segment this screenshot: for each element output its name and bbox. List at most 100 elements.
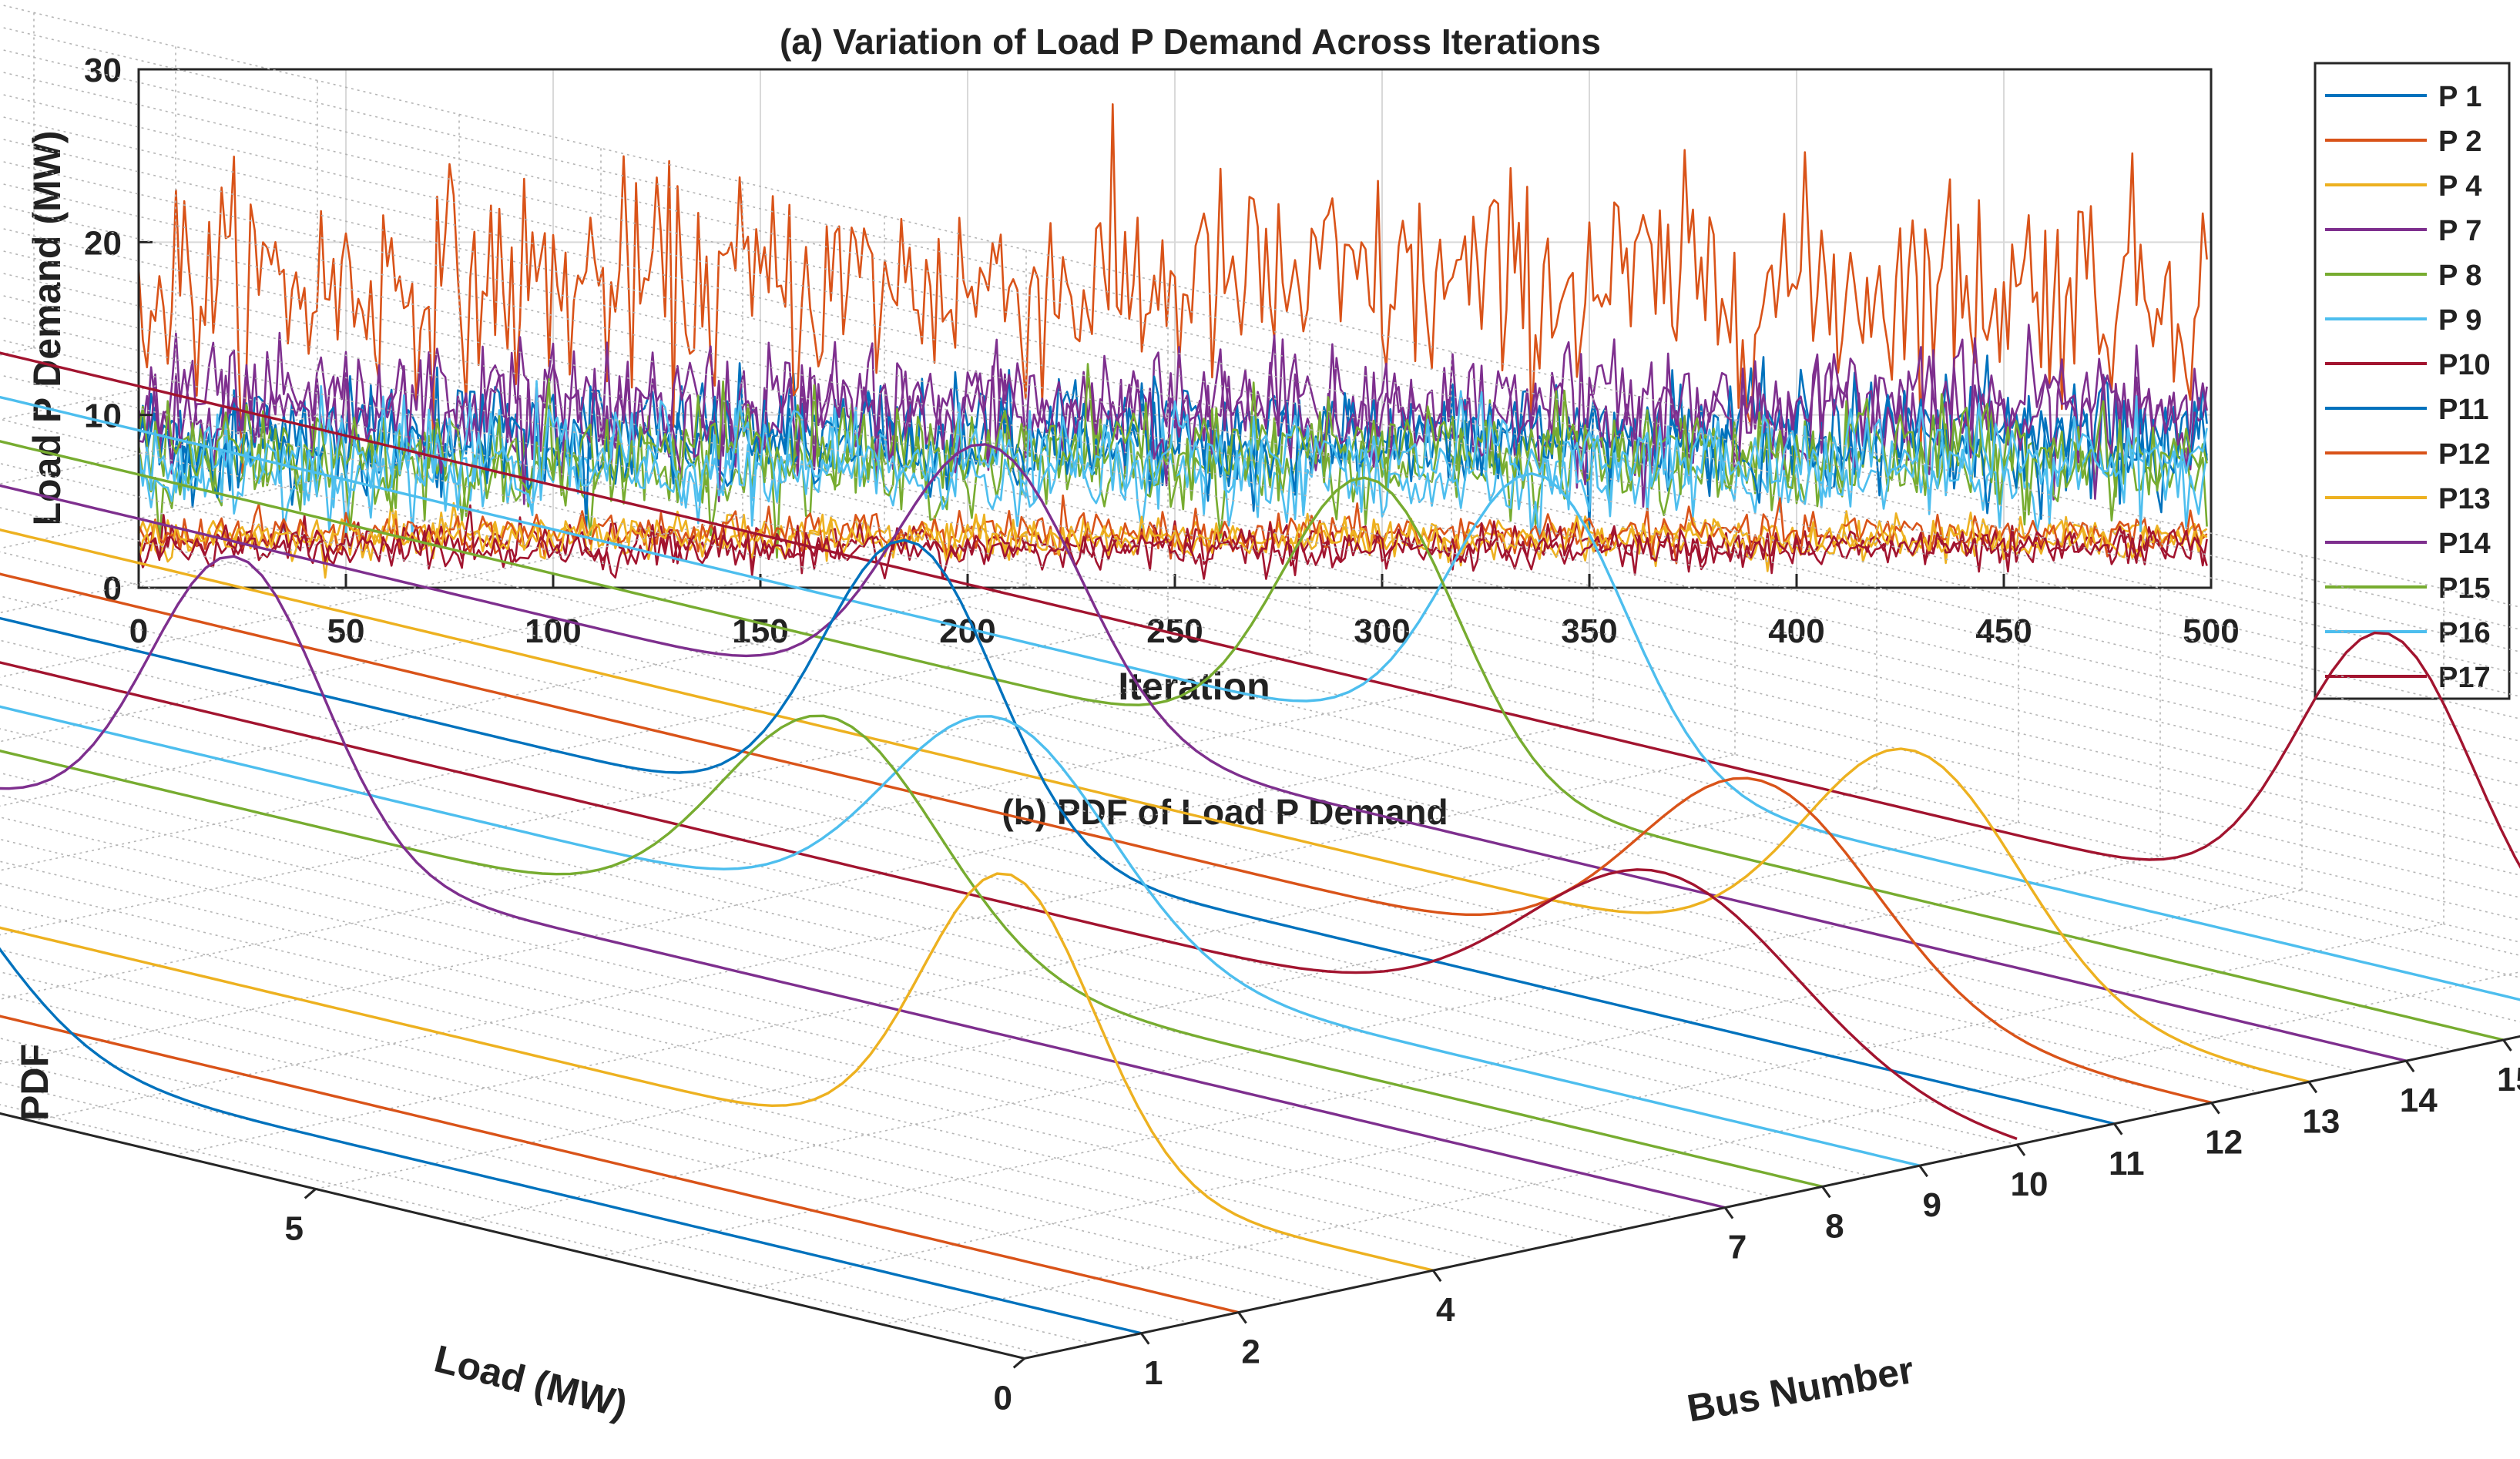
floor-grid [0, 584, 1027, 807]
floor-grid [0, 1038, 1190, 1323]
pdf-curve-bus-10 [0, 661, 2018, 1140]
chart-b-title: (b) PDF of Load P Demand [1002, 792, 1448, 832]
load-tick-label: 5 [284, 1209, 303, 1247]
x-tick-label: 400 [1768, 612, 1824, 650]
chart-a-xlabel: Iteration [1118, 665, 1270, 708]
side-wall-grid [0, 250, 2520, 854]
bus-tick-mark [1918, 1165, 1928, 1178]
chart-b-zlabel: PDF [13, 1044, 56, 1121]
pdf-curve-bus-9 [0, 705, 1921, 1167]
side-wall-grid [0, 272, 2520, 876]
floor-grid [740, 923, 2445, 1292]
bus-tick-mark [2404, 1060, 2415, 1073]
floor-grid [0, 993, 1287, 1303]
floor-grid [0, 971, 1337, 1293]
chart-a-legend: P 1 P 2 P 4 P 7 P 8 P 9 P10 P11 P12 P13 P14 P15 P16 P… [2314, 62, 2511, 700]
pdf-curve-bus-14 [0, 443, 2407, 1062]
floor-grid [0, 728, 1871, 1177]
legend-label: P 2 [2438, 126, 2481, 158]
bus-tick-mark [1821, 1186, 1831, 1199]
bus-axis [1024, 1035, 2520, 1360]
load-tick-mark [1012, 1357, 1025, 1369]
legend-label: P 9 [2438, 304, 2481, 337]
side-wall-grid [0, 339, 2520, 943]
floor-grid [0, 418, 2520, 1023]
load-tick-label: 0 [993, 1379, 1012, 1417]
side-wall-grid [0, 4, 2520, 608]
legend-label: P12 [2438, 438, 2491, 471]
y-tick-label: 10 [84, 397, 122, 435]
legend-label: P 4 [2438, 170, 2481, 203]
floor-grid [32, 753, 1736, 1122]
y-tick-label: 30 [84, 52, 122, 89]
series-line-p13 [137, 501, 2208, 572]
bus-tick-label: 11 [2109, 1145, 2145, 1182]
floor-grid [0, 838, 1628, 1229]
floor-grid [0, 927, 1434, 1271]
side-wall-grid [0, 138, 2520, 742]
legend-label: P13 [2438, 483, 2491, 515]
x-tick-label: 300 [1354, 612, 1410, 650]
bus-tick-mark [2015, 1144, 2026, 1156]
series-line-p16 [137, 380, 2208, 532]
x-tick-label: 0 [129, 612, 148, 650]
floor-grid [173, 787, 1877, 1156]
bus-tick-mark [1431, 1269, 1442, 1283]
x-tick-label: 250 [1146, 612, 1203, 650]
pdf-curve-bus-16 [0, 395, 2520, 1001]
floor-grid [0, 550, 885, 743]
chart-b-xlabel: Load (MW) [430, 1337, 631, 1426]
bus-tick-label: 14 [2400, 1082, 2438, 1119]
side-wall-grid [0, 294, 2520, 898]
bus-tick-mark [2502, 1039, 2512, 1051]
bus-tick-mark [2307, 1081, 2318, 1094]
floor-grid [457, 855, 2161, 1224]
floor-grid [0, 860, 1579, 1240]
legend-label: P15 [2438, 572, 2491, 605]
bus-tick-label: 15 [2497, 1061, 2520, 1098]
floor-grid [0, 1104, 1045, 1355]
side-wall-grid [0, 26, 2520, 630]
x-tick-label: 350 [1561, 612, 1617, 650]
pdf-curve-bus-13 [0, 528, 2310, 1083]
floor-grid [0, 683, 1969, 1156]
floor-grid [0, 817, 1677, 1219]
pdf-curve-bus-11 [0, 538, 2115, 1125]
floor-grid [599, 889, 2303, 1258]
floor-grid [0, 883, 1531, 1250]
side-wall-grid [0, 160, 2520, 764]
pdf-curve-bus-4 [0, 872, 1434, 1272]
bus-tick-mark [2113, 1122, 2123, 1135]
series-line-p14 [138, 338, 2208, 508]
bus-tick-mark [1237, 1311, 1247, 1324]
side-wall-grid [0, 227, 2520, 831]
chart-b-axes: 00.20.40.6051015202512478910111213141516… [0, 1035, 2520, 1417]
bus-tick-label: 4 [1436, 1291, 1455, 1329]
bus-tick-label: 13 [2302, 1102, 2340, 1140]
legend-label: P 7 [2438, 215, 2481, 247]
floor-grid [0, 595, 2163, 1114]
side-wall-grid [0, 93, 2520, 697]
side-wall-grid [0, 49, 2520, 652]
pdf-curve-bus-12 [0, 572, 2212, 1105]
chart-a-title: (a) Variation of Load P Demand Across It… [780, 22, 1601, 62]
floor-grid [315, 821, 2019, 1190]
floor-grid [0, 949, 1385, 1282]
floor-grid [0, 639, 2066, 1135]
x-tick-label: 450 [1975, 612, 2032, 650]
floor-grid [0, 374, 2520, 978]
chart-b-ylabel: Bus Number [1684, 1348, 1917, 1430]
legend-label: P 1 [2438, 81, 2481, 113]
side-wall-grid [0, 317, 2520, 921]
side-wall-grid [0, 116, 2520, 719]
floor-grid [882, 971, 2520, 1326]
x-tick-label: 50 [327, 612, 365, 650]
series-line-p15 [137, 363, 2208, 522]
bus-tick-label: 12 [2205, 1124, 2243, 1162]
bus-tick-mark [1723, 1206, 1734, 1219]
floor-grid [0, 652, 1310, 936]
legend-label: P10 [2438, 349, 2491, 381]
legend-label: P17 [2438, 662, 2491, 694]
legend-label: P14 [2438, 528, 2491, 560]
